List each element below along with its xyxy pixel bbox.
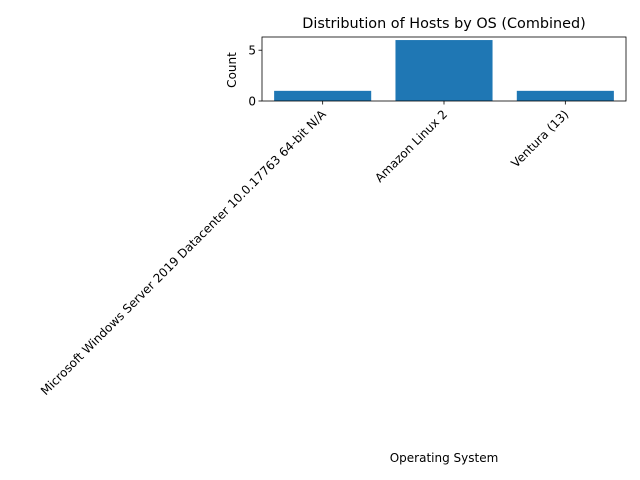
bar xyxy=(516,90,614,101)
x-axis-label: Operating System xyxy=(390,451,499,465)
y-tick-label: 0 xyxy=(248,94,256,108)
y-tick-label: 5 xyxy=(248,44,256,58)
chart-title: Distribution of Hosts by OS (Combined) xyxy=(302,16,585,32)
bar xyxy=(274,90,372,101)
y-axis-label: Count xyxy=(225,52,239,88)
bar xyxy=(395,40,493,101)
